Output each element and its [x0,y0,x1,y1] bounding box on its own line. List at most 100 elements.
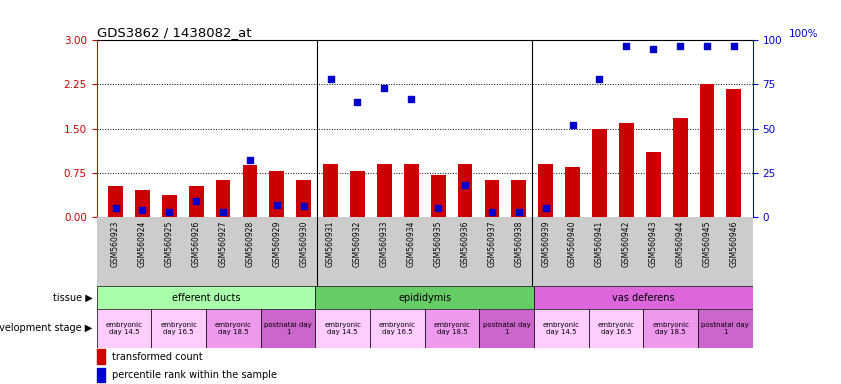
Text: embryonic
day 16.5: embryonic day 16.5 [379,322,415,335]
Bar [534,309,589,348]
Text: efferent ducts: efferent ducts [172,293,241,303]
Bar [261,309,315,348]
Point [405,96,418,102]
Text: GSM560932: GSM560932 [353,220,362,267]
Bar [97,286,315,309]
Point [647,46,660,52]
Point [135,207,149,213]
Bar [700,84,714,217]
Bar [643,309,698,348]
Bar [431,175,446,217]
Text: GSM560923: GSM560923 [111,220,120,267]
Bar [727,89,741,217]
Text: GSM560931: GSM560931 [326,220,335,267]
Bar [370,309,425,348]
Point [566,122,579,128]
Point [189,198,203,204]
Bar [619,123,634,217]
Bar [565,167,580,217]
Text: embryonic
day 14.5: embryonic day 14.5 [325,322,361,335]
Text: GSM560934: GSM560934 [407,220,415,267]
Bar [242,165,257,217]
Text: embryonic
day 18.5: embryonic day 18.5 [434,322,470,335]
Text: GSM560945: GSM560945 [702,220,711,267]
Text: tissue ▶: tissue ▶ [53,293,93,303]
Point [243,157,257,164]
Text: GSM560946: GSM560946 [729,220,738,267]
Point [593,76,606,82]
Bar [646,152,661,217]
Bar [269,171,284,217]
Text: embryonic
day 16.5: embryonic day 16.5 [161,322,197,335]
Text: postnatal day
1: postnatal day 1 [264,322,312,335]
Text: embryonic
day 18.5: embryonic day 18.5 [215,322,251,335]
Bar [484,180,500,217]
Text: GSM560936: GSM560936 [461,220,469,267]
Text: postnatal day
1: postnatal day 1 [483,322,531,335]
Bar [135,190,150,217]
Point [539,205,553,211]
Bar [215,180,230,217]
Point [216,209,230,215]
Text: embryonic
day 18.5: embryonic day 18.5 [653,322,689,335]
Text: embryonic
day 16.5: embryonic day 16.5 [598,322,634,335]
Bar [188,186,204,217]
Bar [538,164,553,217]
Text: GSM560940: GSM560940 [568,220,577,267]
Bar [206,309,261,348]
Bar [377,164,392,217]
Text: vas deferens: vas deferens [612,293,674,303]
Text: GSM560939: GSM560939 [542,220,550,267]
Point [727,43,741,49]
Bar [162,195,177,217]
Bar [404,164,419,217]
Text: postnatal day
1: postnatal day 1 [701,322,749,335]
Text: transformed count: transformed count [113,352,204,362]
Bar [534,286,753,309]
Bar [97,367,104,382]
Bar [97,349,104,364]
Point [431,205,445,211]
Bar [323,164,338,217]
Point [324,76,337,82]
Text: GSM560926: GSM560926 [192,220,201,267]
Point [162,209,176,215]
Text: 100%: 100% [789,28,818,38]
Point [270,202,283,208]
Text: GSM560925: GSM560925 [165,220,174,267]
Text: GSM560942: GSM560942 [621,220,631,267]
Bar [108,186,123,217]
Point [512,209,526,215]
Text: GSM560927: GSM560927 [219,220,228,267]
Bar [151,309,206,348]
Text: percentile rank within the sample: percentile rank within the sample [113,370,278,380]
Text: GDS3862 / 1438082_at: GDS3862 / 1438082_at [97,26,251,39]
Text: GSM560930: GSM560930 [299,220,308,267]
Text: GSM560943: GSM560943 [648,220,658,267]
Text: GSM560928: GSM560928 [246,220,255,266]
Point [351,99,364,105]
Text: GSM560938: GSM560938 [515,220,523,267]
Point [458,182,472,188]
Point [620,43,633,49]
Point [674,43,687,49]
Bar [511,180,526,217]
Bar [350,171,365,217]
Text: embryonic
day 14.5: embryonic day 14.5 [543,322,579,335]
Text: GSM560941: GSM560941 [595,220,604,267]
Point [378,85,391,91]
Bar [479,309,534,348]
Text: epididymis: epididymis [398,293,452,303]
Bar [698,309,753,348]
Bar [315,286,534,309]
Text: GSM560929: GSM560929 [272,220,282,267]
Text: GSM560933: GSM560933 [380,220,389,267]
Point [701,43,714,49]
Bar [589,309,643,348]
Bar [425,309,479,348]
Bar [458,164,473,217]
Point [108,205,122,211]
Point [485,209,499,215]
Bar [592,129,607,217]
Text: GSM560944: GSM560944 [675,220,685,267]
